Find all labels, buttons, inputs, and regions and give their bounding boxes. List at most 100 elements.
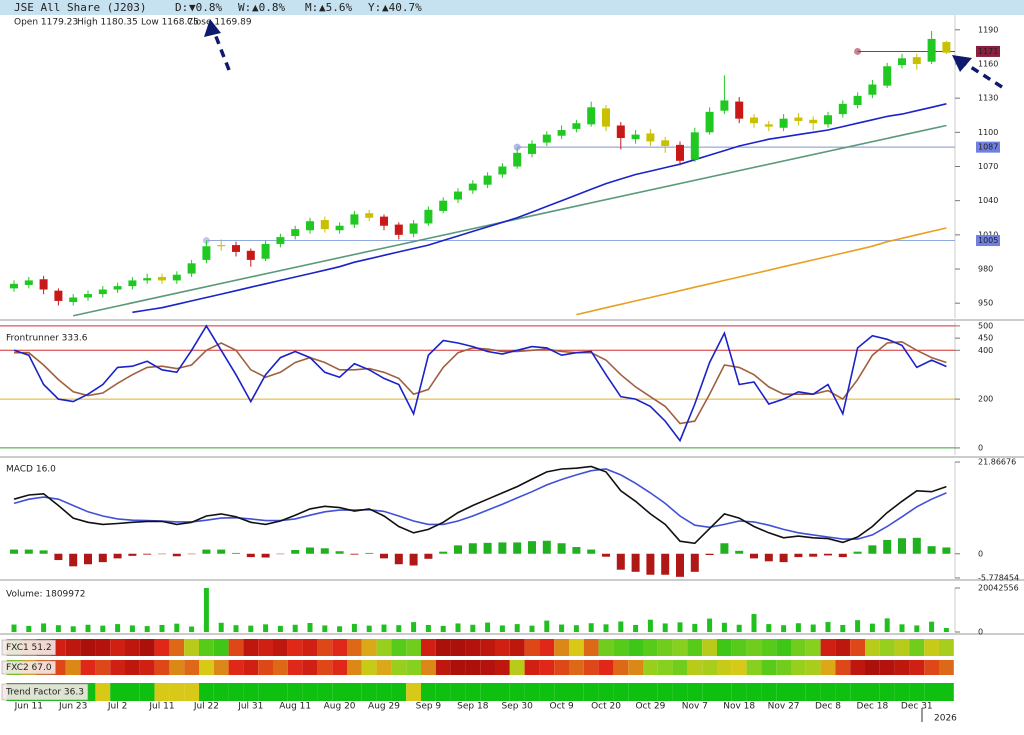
volume-bar (929, 621, 935, 632)
y-tick-label: -5.778454 (978, 574, 1019, 583)
candle-body (202, 246, 211, 260)
histogram-bar (409, 553, 418, 566)
title-box (1, 683, 89, 701)
title-box (1, 639, 56, 656)
heat-cell (110, 660, 125, 675)
heat-cell (702, 639, 717, 656)
x-tick-label: Jul 22 (193, 702, 219, 712)
heat-cell (139, 683, 155, 701)
histogram-bar (143, 553, 152, 555)
heat-cell (302, 683, 318, 701)
heat-cell (435, 683, 451, 701)
heat-cell (598, 660, 614, 675)
histogram-bar (291, 549, 300, 554)
y-tick-label: 400 (978, 346, 993, 355)
heat-cell (924, 683, 939, 701)
header-bar (0, 0, 1024, 15)
heat-cell (820, 660, 836, 675)
volume-bar (899, 624, 905, 632)
heat-cell (672, 660, 688, 675)
heat-cell (909, 639, 925, 656)
histogram-bar (557, 543, 566, 554)
histogram-bar (98, 553, 107, 563)
candle-body (528, 143, 536, 154)
change-label: M: (305, 1, 318, 14)
volume-bar (189, 626, 195, 632)
x-tick-label: Nov 18 (723, 702, 755, 712)
candle-body (10, 283, 18, 289)
candle-body (838, 103, 847, 115)
heat-cell (317, 683, 333, 701)
candle-body (350, 214, 359, 225)
candle-body (779, 118, 788, 128)
heat-cell (613, 639, 629, 656)
histogram-bar (735, 550, 744, 554)
heat-cell (939, 683, 954, 701)
volume-bar (618, 621, 624, 632)
histogram-bar (528, 541, 536, 554)
heat-cell (495, 660, 510, 675)
volume-bar (914, 625, 920, 632)
heat-cell (332, 683, 347, 701)
volume-bar (455, 623, 461, 632)
heat-cell (435, 639, 451, 656)
histogram-bar (750, 553, 758, 559)
x-tick-label: Aug 11 (279, 702, 311, 712)
heat-cell (450, 683, 466, 701)
volume-bar (707, 618, 713, 632)
heat-cell (213, 660, 229, 675)
histogram-bar (868, 545, 877, 554)
volume-bar (351, 623, 357, 632)
histogram-bar (616, 553, 625, 570)
ohlc-value: Close 1169.89 (187, 18, 252, 28)
title-box (1, 660, 56, 675)
candle-body (824, 115, 832, 125)
candle-body (927, 38, 936, 62)
volume-bar (277, 625, 283, 632)
heat-cell (213, 683, 229, 701)
heat-cell (939, 660, 954, 675)
heat-cell (776, 639, 791, 656)
heat-cell (613, 683, 629, 701)
level-label: 1005 (978, 236, 998, 245)
y-tick-label: 950 (978, 299, 993, 308)
volume-bar (943, 628, 949, 632)
heat-cell (805, 639, 821, 656)
histogram-bar (113, 553, 122, 559)
volume-bar (692, 623, 698, 632)
heat-cell (539, 639, 555, 656)
heat-cell (672, 683, 688, 701)
heat-cell (850, 683, 865, 701)
level-label: 1087 (978, 143, 998, 152)
heat-cell (657, 639, 673, 656)
candle-body (483, 175, 492, 185)
y-tick-label: 20042556 (978, 584, 1019, 593)
heat-cell (421, 660, 436, 675)
candle-body (232, 245, 240, 252)
heat-cell (376, 660, 392, 675)
x-tick-label: Jul 2 (107, 702, 127, 712)
annotation-arrow (213, 33, 231, 71)
volume-bar (381, 624, 387, 632)
y-tick-label: 200 (978, 395, 993, 404)
change-label: W: (238, 1, 251, 14)
heat-cell (391, 639, 407, 656)
candle-body (853, 95, 862, 105)
heat-cell (406, 639, 421, 656)
volume-bar (647, 619, 653, 632)
volume-bar (144, 626, 150, 632)
volume-bar (425, 624, 431, 632)
heat-cell (791, 660, 806, 675)
heat-cell (583, 683, 599, 701)
histogram-bar (394, 553, 403, 565)
histogram-bar (380, 553, 388, 559)
candle-body (705, 111, 714, 133)
arrows (204, 19, 1003, 89)
volume-bar (411, 622, 417, 632)
heat-cell (524, 639, 540, 656)
histogram-bar (912, 537, 921, 554)
histogram-bar (232, 552, 240, 554)
volume-bar (55, 625, 61, 632)
candle-body (720, 100, 729, 111)
heat-cell (199, 660, 214, 675)
